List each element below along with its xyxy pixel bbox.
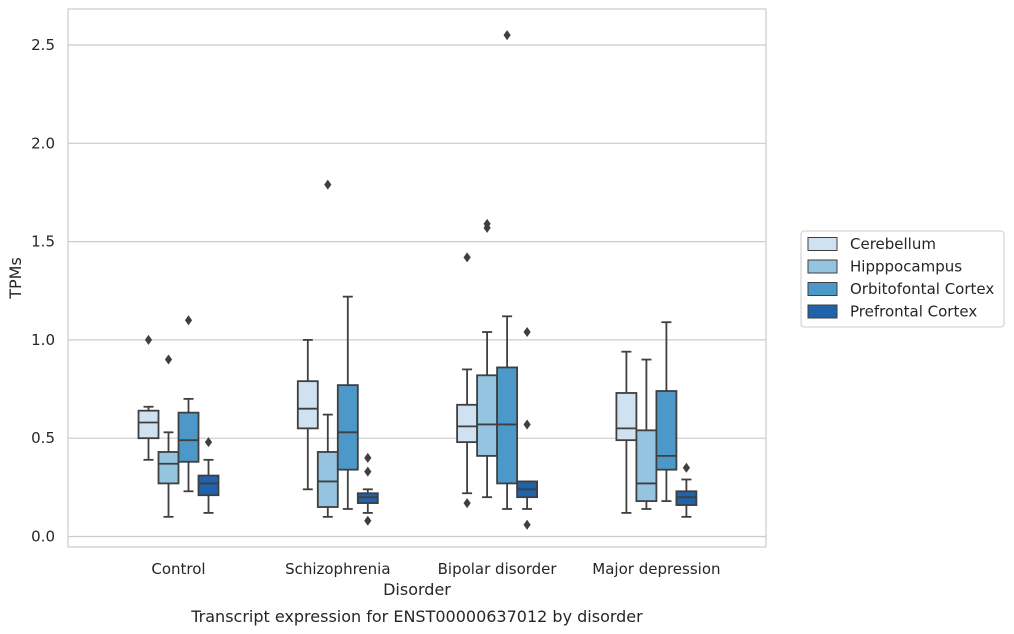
x-axis-title: Disorder bbox=[383, 580, 451, 599]
outlier-point bbox=[463, 498, 471, 509]
y-tick-label: 2.0 bbox=[31, 134, 55, 152]
box-cerebellum-2 bbox=[456, 252, 479, 509]
x-tick-label: Schizophrenia bbox=[285, 560, 390, 578]
legend-swatch bbox=[807, 282, 838, 296]
box-prefrontal-cortex-3 bbox=[675, 462, 698, 518]
legend-label: Cerebellum bbox=[850, 235, 936, 253]
outlier-point bbox=[463, 252, 471, 263]
y-tick-label: 2.5 bbox=[31, 36, 55, 54]
outlier-point bbox=[523, 327, 531, 338]
outlier-point bbox=[483, 218, 491, 229]
x-axis-ticks: Control Schizophrenia Bipolar disorder Majo… bbox=[151, 560, 720, 578]
outlier-point bbox=[184, 315, 193, 326]
boxes bbox=[137, 30, 698, 530]
x-tick-label: Major depression bbox=[592, 560, 720, 578]
outlier-point bbox=[523, 419, 531, 430]
box-orbitofontal-cortex-0 bbox=[177, 315, 200, 493]
y-axis-ticks: 0.0 0.5 1.0 1.5 2.0 2.5 bbox=[31, 36, 55, 546]
legend-label: Prefrontal Cortex bbox=[850, 303, 977, 321]
box-orbitofontal-cortex-3 bbox=[655, 321, 678, 503]
outlier-point bbox=[364, 452, 372, 463]
box-iqr bbox=[316, 451, 339, 508]
box-cerebellum-1 bbox=[296, 338, 319, 491]
outlier-point bbox=[503, 30, 511, 41]
outlier-point bbox=[682, 462, 690, 473]
box-iqr bbox=[177, 411, 200, 463]
box-cerebellum-3 bbox=[615, 350, 638, 514]
outlier-point bbox=[523, 519, 531, 530]
y-tick-label: 0.5 bbox=[31, 429, 55, 447]
y-tick-label: 1.0 bbox=[31, 331, 55, 349]
legend-swatch bbox=[807, 304, 838, 319]
outlier-point bbox=[204, 437, 213, 448]
y-tick-label: 0.0 bbox=[31, 528, 55, 546]
box-hipppocampus-0 bbox=[157, 354, 180, 518]
legend-frame bbox=[800, 230, 1005, 328]
box-prefrontal-cortex-0 bbox=[197, 437, 220, 514]
box-iqr bbox=[655, 390, 678, 471]
box-iqr bbox=[336, 384, 359, 471]
box-orbitofontal-cortex-2 bbox=[496, 30, 519, 510]
box-iqr bbox=[456, 403, 479, 444]
y-axis-title: TPMs bbox=[6, 257, 25, 300]
outlier-point bbox=[324, 179, 332, 190]
legend-label: Orbitofontal Cortex bbox=[850, 280, 994, 298]
legend: Cerebellum Hipppocampus Orbitofontal Corte… bbox=[800, 230, 1005, 328]
outlier-point bbox=[364, 466, 372, 477]
y-tick-label: 1.5 bbox=[31, 233, 55, 251]
box-iqr bbox=[137, 409, 160, 440]
x-tick-label: Bipolar disorder bbox=[438, 560, 558, 578]
box-iqr bbox=[197, 474, 220, 497]
box-hipppocampus-1 bbox=[316, 179, 339, 518]
box-prefrontal-cortex-2 bbox=[516, 327, 538, 530]
box-cerebellum-0 bbox=[137, 334, 160, 461]
box-iqr bbox=[476, 374, 499, 457]
outlier-point bbox=[164, 354, 173, 365]
legend-swatch bbox=[807, 237, 838, 251]
box-iqr bbox=[157, 451, 180, 485]
box-iqr bbox=[635, 429, 658, 503]
box-iqr bbox=[296, 380, 319, 430]
x-tick-label: Control bbox=[151, 560, 205, 578]
outlier-point bbox=[144, 334, 153, 345]
figure-caption: Transcript expression for ENST0000063701… bbox=[190, 607, 643, 626]
box-hipppocampus-3 bbox=[635, 358, 658, 510]
legend-swatch bbox=[807, 259, 838, 274]
box-prefrontal-cortex-1 bbox=[356, 452, 379, 526]
box-hipppocampus-2 bbox=[476, 218, 499, 499]
box-iqr bbox=[675, 490, 698, 506]
box-orbitofontal-cortex-1 bbox=[336, 295, 359, 510]
box-iqr bbox=[496, 366, 519, 485]
legend-label: Hipppocampus bbox=[850, 258, 962, 276]
box-iqr bbox=[615, 392, 638, 442]
outlier-point bbox=[364, 515, 372, 526]
box-iqr bbox=[356, 492, 379, 504]
